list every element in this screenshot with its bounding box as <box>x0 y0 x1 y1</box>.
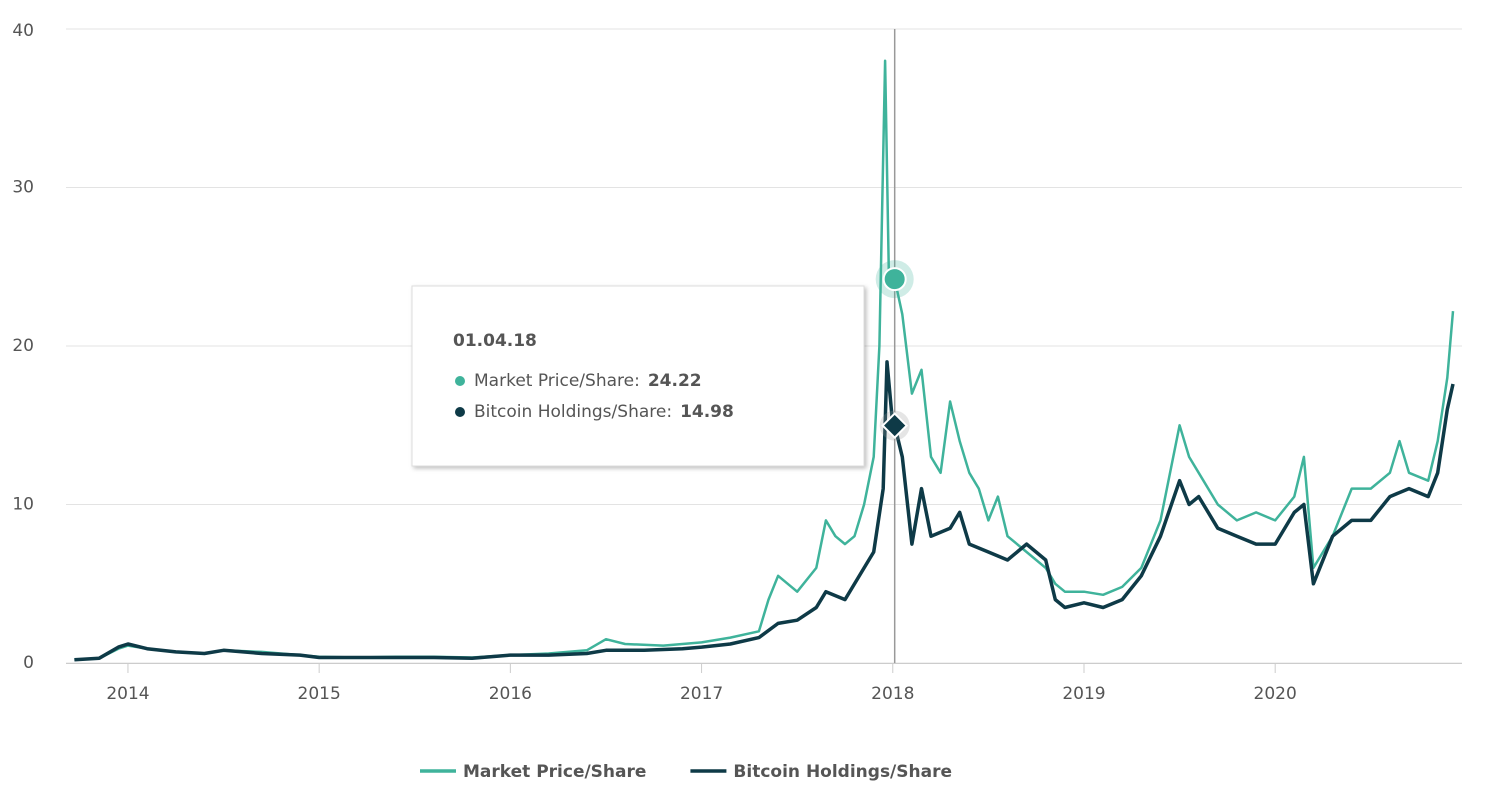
x-tick-label: 2017 <box>680 684 723 704</box>
tooltip-row: Bitcoin Holdings/Share: 14.98 <box>474 402 734 422</box>
series-line <box>74 360 1455 662</box>
y-tick-label: 30 <box>12 178 34 198</box>
x-tick-label: 2016 <box>489 684 532 704</box>
y-tick-label: 0 <box>23 653 34 673</box>
tooltip-value: 24.22 <box>648 371 702 391</box>
x-tick-label: 2018 <box>871 684 914 704</box>
tooltip-box <box>411 285 865 467</box>
x-tick-label: 2019 <box>1062 684 1105 704</box>
tooltip-title: 01.04.18 <box>453 331 537 351</box>
x-tick-label: 2020 <box>1254 684 1297 704</box>
tooltip-dot <box>455 376 465 386</box>
tooltip-row: Market Price/Share: 24.22 <box>474 371 702 391</box>
x-tick-label: 2015 <box>298 684 341 704</box>
hover-marker <box>882 267 907 292</box>
tooltip-label: Market Price/Share: <box>474 371 640 391</box>
tooltip-value: 14.98 <box>680 402 734 422</box>
hover-marker <box>881 412 909 439</box>
tooltip-label: Bitcoin Holdings/Share: <box>474 402 672 422</box>
tooltip-dot <box>455 407 465 417</box>
legend-label[interactable]: Market Price/Share <box>463 762 646 782</box>
y-tick-label: 10 <box>12 495 34 515</box>
legend-label[interactable]: Bitcoin Holdings/Share <box>733 762 952 782</box>
y-tick-label: 40 <box>12 21 34 41</box>
y-tick-label: 20 <box>12 336 34 356</box>
x-tick-label: 2014 <box>106 684 149 704</box>
